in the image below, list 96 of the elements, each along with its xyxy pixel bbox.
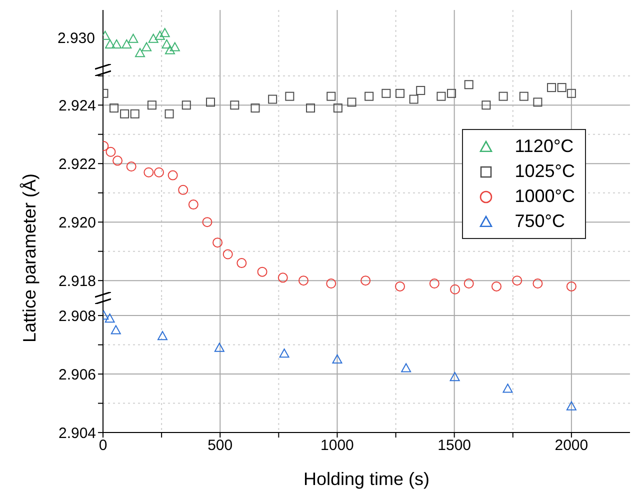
x-tick-label: 2000 bbox=[554, 437, 588, 454]
point bbox=[333, 104, 342, 113]
point bbox=[429, 278, 440, 289]
point bbox=[188, 200, 198, 210]
point bbox=[566, 281, 576, 292]
point bbox=[154, 30, 165, 40]
point bbox=[206, 98, 216, 107]
point bbox=[416, 86, 426, 95]
x-axis-title: Holding time (s) bbox=[303, 468, 430, 490]
x-tick-label: 500 bbox=[208, 437, 233, 454]
y-axis-title: Lattice parameter (Å) bbox=[20, 173, 40, 343]
point bbox=[566, 88, 576, 98]
point bbox=[498, 92, 508, 101]
point bbox=[105, 39, 116, 48]
point bbox=[160, 28, 170, 38]
point bbox=[168, 170, 178, 180]
point bbox=[450, 372, 460, 382]
point bbox=[126, 162, 136, 172]
point bbox=[250, 104, 260, 113]
point bbox=[112, 156, 123, 166]
point bbox=[202, 217, 212, 228]
point bbox=[306, 104, 316, 113]
point bbox=[214, 342, 224, 352]
point bbox=[230, 100, 240, 110]
point bbox=[110, 325, 121, 334]
point bbox=[128, 34, 138, 43]
point bbox=[104, 314, 115, 323]
point bbox=[130, 109, 140, 118]
point bbox=[464, 278, 474, 289]
point bbox=[332, 354, 342, 364]
y-tick-label: 2.908 bbox=[58, 308, 96, 326]
point bbox=[450, 284, 460, 294]
y-tick-label: 2.906 bbox=[58, 366, 96, 384]
point bbox=[409, 94, 418, 104]
legend-label: 1000°C bbox=[514, 186, 575, 208]
point bbox=[298, 276, 308, 286]
point bbox=[257, 266, 268, 277]
point bbox=[395, 88, 404, 98]
point bbox=[512, 276, 522, 286]
point bbox=[164, 109, 174, 118]
point bbox=[147, 100, 156, 110]
point bbox=[164, 45, 175, 54]
y-tick-label: 2.922 bbox=[58, 156, 96, 173]
point bbox=[148, 34, 158, 43]
point bbox=[162, 39, 172, 48]
point bbox=[547, 83, 556, 92]
point bbox=[120, 109, 130, 118]
legend-label: 750°C bbox=[514, 211, 565, 232]
point bbox=[382, 88, 391, 98]
point bbox=[285, 92, 294, 101]
point bbox=[154, 167, 164, 178]
point bbox=[106, 146, 116, 157]
point bbox=[326, 92, 336, 101]
y-tick-label: 2.904 bbox=[58, 425, 96, 442]
text: 2.930 bbox=[57, 30, 95, 47]
point bbox=[170, 42, 180, 52]
point bbox=[144, 167, 154, 178]
point bbox=[394, 281, 405, 292]
point bbox=[157, 331, 168, 340]
point bbox=[135, 48, 146, 58]
y-tick-label: 2.918 bbox=[58, 272, 96, 290]
point bbox=[533, 98, 542, 107]
point bbox=[532, 278, 543, 289]
point bbox=[566, 401, 576, 410]
point bbox=[142, 42, 152, 52]
point bbox=[447, 88, 456, 98]
point bbox=[278, 272, 288, 283]
point bbox=[182, 100, 191, 110]
point bbox=[360, 276, 371, 286]
x-tick-label: 1500 bbox=[438, 437, 472, 454]
point bbox=[347, 98, 356, 107]
point bbox=[557, 83, 566, 92]
point bbox=[401, 363, 412, 372]
point bbox=[122, 39, 132, 48]
y-tick-label: 2.924 bbox=[58, 97, 96, 114]
point bbox=[110, 104, 119, 113]
point bbox=[436, 92, 446, 101]
y-tick-label: 2.920 bbox=[58, 214, 96, 232]
point bbox=[236, 258, 247, 268]
point bbox=[268, 94, 278, 104]
point bbox=[491, 281, 502, 292]
point bbox=[222, 249, 233, 260]
point bbox=[519, 92, 528, 101]
point bbox=[279, 348, 290, 358]
point bbox=[502, 384, 513, 393]
point bbox=[482, 100, 491, 110]
point bbox=[326, 278, 336, 289]
point bbox=[212, 238, 223, 248]
point bbox=[178, 184, 188, 195]
point bbox=[464, 80, 474, 90]
legend-label: 1025°C bbox=[514, 161, 575, 182]
point bbox=[364, 92, 374, 101]
x-tick-label: 1000 bbox=[320, 437, 354, 454]
x-tick-label: 0 bbox=[98, 437, 108, 454]
legend-label: 1120°C bbox=[514, 136, 574, 158]
point bbox=[112, 39, 122, 48]
